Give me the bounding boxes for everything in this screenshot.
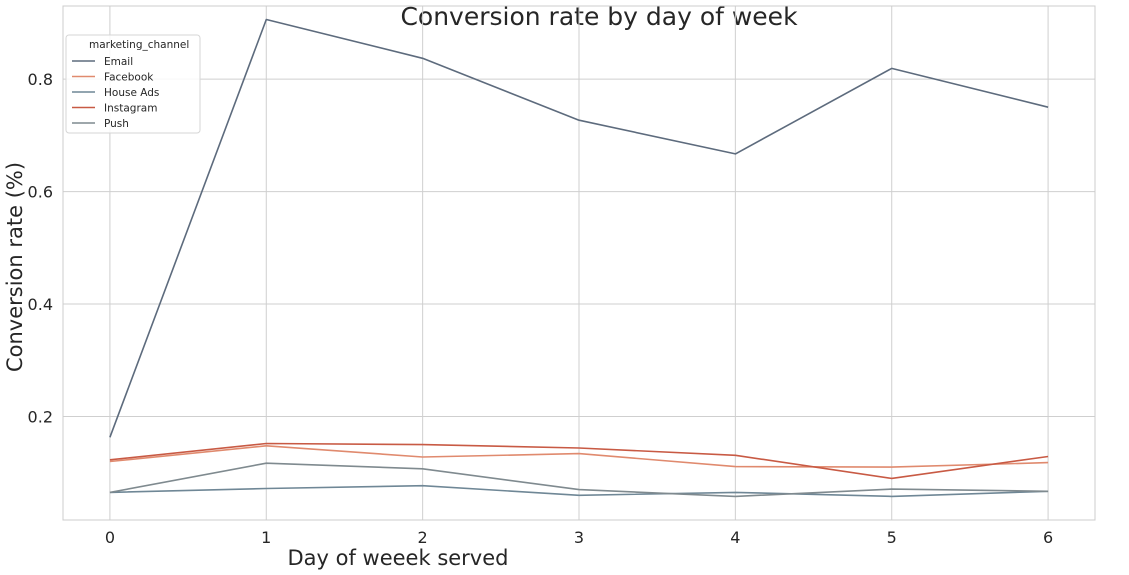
legend-title: marketing_channel — [89, 39, 189, 51]
legend-label: Instagram — [104, 103, 157, 115]
x-tick-label: 5 — [887, 528, 897, 547]
x-axis-label: Day of weeek served — [287, 546, 508, 570]
series-line-house-ads — [109, 484, 1049, 498]
x-tick-label: 2 — [418, 528, 428, 547]
y-tick-label: 0.2 — [28, 408, 53, 427]
legend-label: House Ads — [104, 87, 159, 99]
x-tick-label: 0 — [105, 528, 115, 547]
legend-label: Email — [104, 56, 133, 68]
legend: marketing_channel Email Facebook House Ads… — [65, 34, 201, 134]
legend-box — [65, 34, 201, 134]
legend-label: Push — [104, 118, 129, 130]
x-tick-label: 4 — [730, 528, 740, 547]
tick-labels: 0 1 2 3 4 5 6 0.2 0.4 0.6 0.8 — [28, 70, 1054, 547]
y-tick-label: 0.6 — [28, 183, 53, 202]
x-tick-label: 6 — [1043, 528, 1053, 547]
series-line-instagram — [109, 442, 1049, 480]
x-tick-label: 3 — [574, 528, 584, 547]
grid — [63, 6, 1095, 520]
series-line-facebook — [109, 444, 1049, 468]
y-axis-label: Conversion rate (%) — [3, 162, 27, 372]
x-tick-label: 1 — [261, 528, 271, 547]
chart-title: Conversion rate by day of week — [400, 2, 798, 31]
y-tick-label: 0.4 — [28, 295, 53, 314]
series-lines — [109, 18, 1049, 498]
legend-items: Email Facebook House Ads Instagram Push — [72, 56, 159, 130]
legend-label: Facebook — [104, 72, 154, 84]
y-tick-label: 0.8 — [28, 70, 53, 89]
series-line-push — [109, 462, 1049, 498]
series-line-email — [109, 18, 1049, 438]
plot-frame — [62, 5, 1096, 521]
